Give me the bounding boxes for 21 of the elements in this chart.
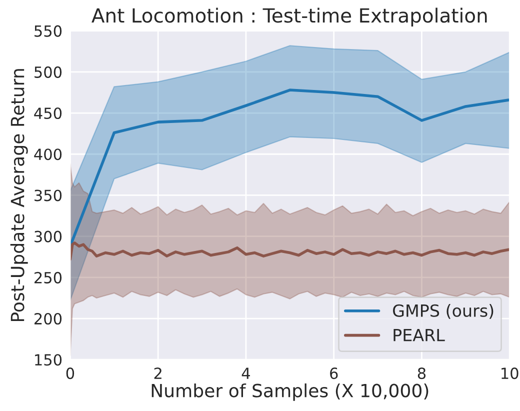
x-tick-label: 8 xyxy=(418,368,426,380)
x-tick-label: 2 xyxy=(154,368,162,379)
x-tick-label: 4 xyxy=(242,368,250,379)
y-tick-label: 400 xyxy=(34,148,62,160)
y-tick-label: 350 xyxy=(34,190,62,202)
x-axis-title: Number of Samples (X 10,000) xyxy=(152,383,428,401)
y-tick-label: 200 xyxy=(34,312,62,325)
x-tick-label: 6 xyxy=(330,368,338,380)
y-tick-label: 550 xyxy=(34,25,62,37)
y-tick-label: 250 xyxy=(34,272,62,284)
y-tick-label: 450 xyxy=(34,107,62,120)
y-axis-title: Post-Update Average Return xyxy=(10,69,28,322)
x-tick-label: 10 xyxy=(502,368,518,380)
x-tick-label: 0 xyxy=(66,368,74,380)
legend-label: GMPS (ours) xyxy=(393,304,494,319)
line-series xyxy=(70,242,510,261)
y-tick-label: 150 xyxy=(35,354,62,366)
legend-label: PEARL xyxy=(394,329,445,342)
chart-title: Ant Locomotion : Test-time Extrapolation xyxy=(92,8,487,27)
y-tick-label: 500 xyxy=(34,66,62,78)
y-tick-label: 300 xyxy=(34,230,62,242)
